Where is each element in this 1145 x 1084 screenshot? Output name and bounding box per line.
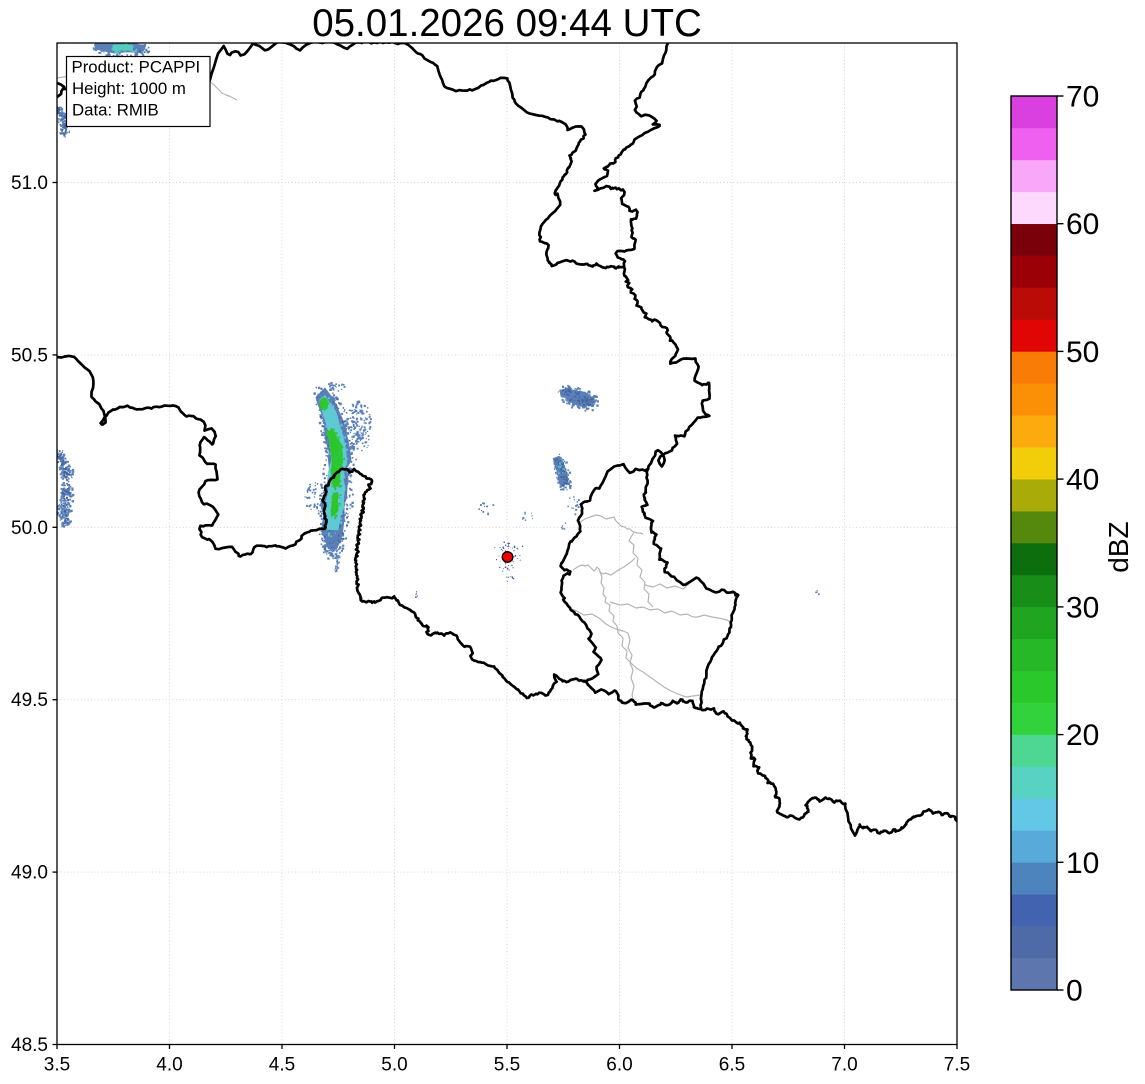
svg-text:48.5: 48.5 xyxy=(11,1035,48,1056)
svg-text:6.5: 6.5 xyxy=(719,1055,745,1076)
svg-text:4.0: 4.0 xyxy=(156,1055,182,1076)
svg-text:5.5: 5.5 xyxy=(494,1055,520,1076)
svg-text:0: 0 xyxy=(1066,975,1083,1008)
svg-text:Product: PCAPPI: Product: PCAPPI xyxy=(72,58,201,77)
svg-text:3.5: 3.5 xyxy=(44,1055,70,1076)
svg-text:49.5: 49.5 xyxy=(11,690,48,711)
svg-text:60: 60 xyxy=(1066,208,1099,241)
svg-text:20: 20 xyxy=(1066,719,1099,752)
svg-text:7.5: 7.5 xyxy=(944,1055,970,1076)
svg-text:7.0: 7.0 xyxy=(831,1055,857,1076)
svg-text:51.0: 51.0 xyxy=(11,173,48,194)
svg-text:4.5: 4.5 xyxy=(269,1055,295,1076)
svg-text:05.01.2026 09:44 UTC: 05.01.2026 09:44 UTC xyxy=(312,2,702,45)
svg-text:6.0: 6.0 xyxy=(606,1055,632,1076)
svg-text:40: 40 xyxy=(1066,464,1099,497)
svg-text:Height: 1000 m: Height: 1000 m xyxy=(72,79,186,98)
svg-text:49.0: 49.0 xyxy=(11,863,48,884)
svg-text:50.0: 50.0 xyxy=(11,518,48,539)
svg-text:dBZ: dBZ xyxy=(1103,521,1134,572)
svg-text:70: 70 xyxy=(1066,81,1099,114)
svg-text:30: 30 xyxy=(1066,591,1099,624)
svg-text:50: 50 xyxy=(1066,336,1099,369)
svg-text:50.5: 50.5 xyxy=(11,345,48,366)
svg-text:10: 10 xyxy=(1066,847,1099,880)
svg-text:5.0: 5.0 xyxy=(381,1055,407,1076)
svg-text:Data: RMIB: Data: RMIB xyxy=(72,101,159,120)
